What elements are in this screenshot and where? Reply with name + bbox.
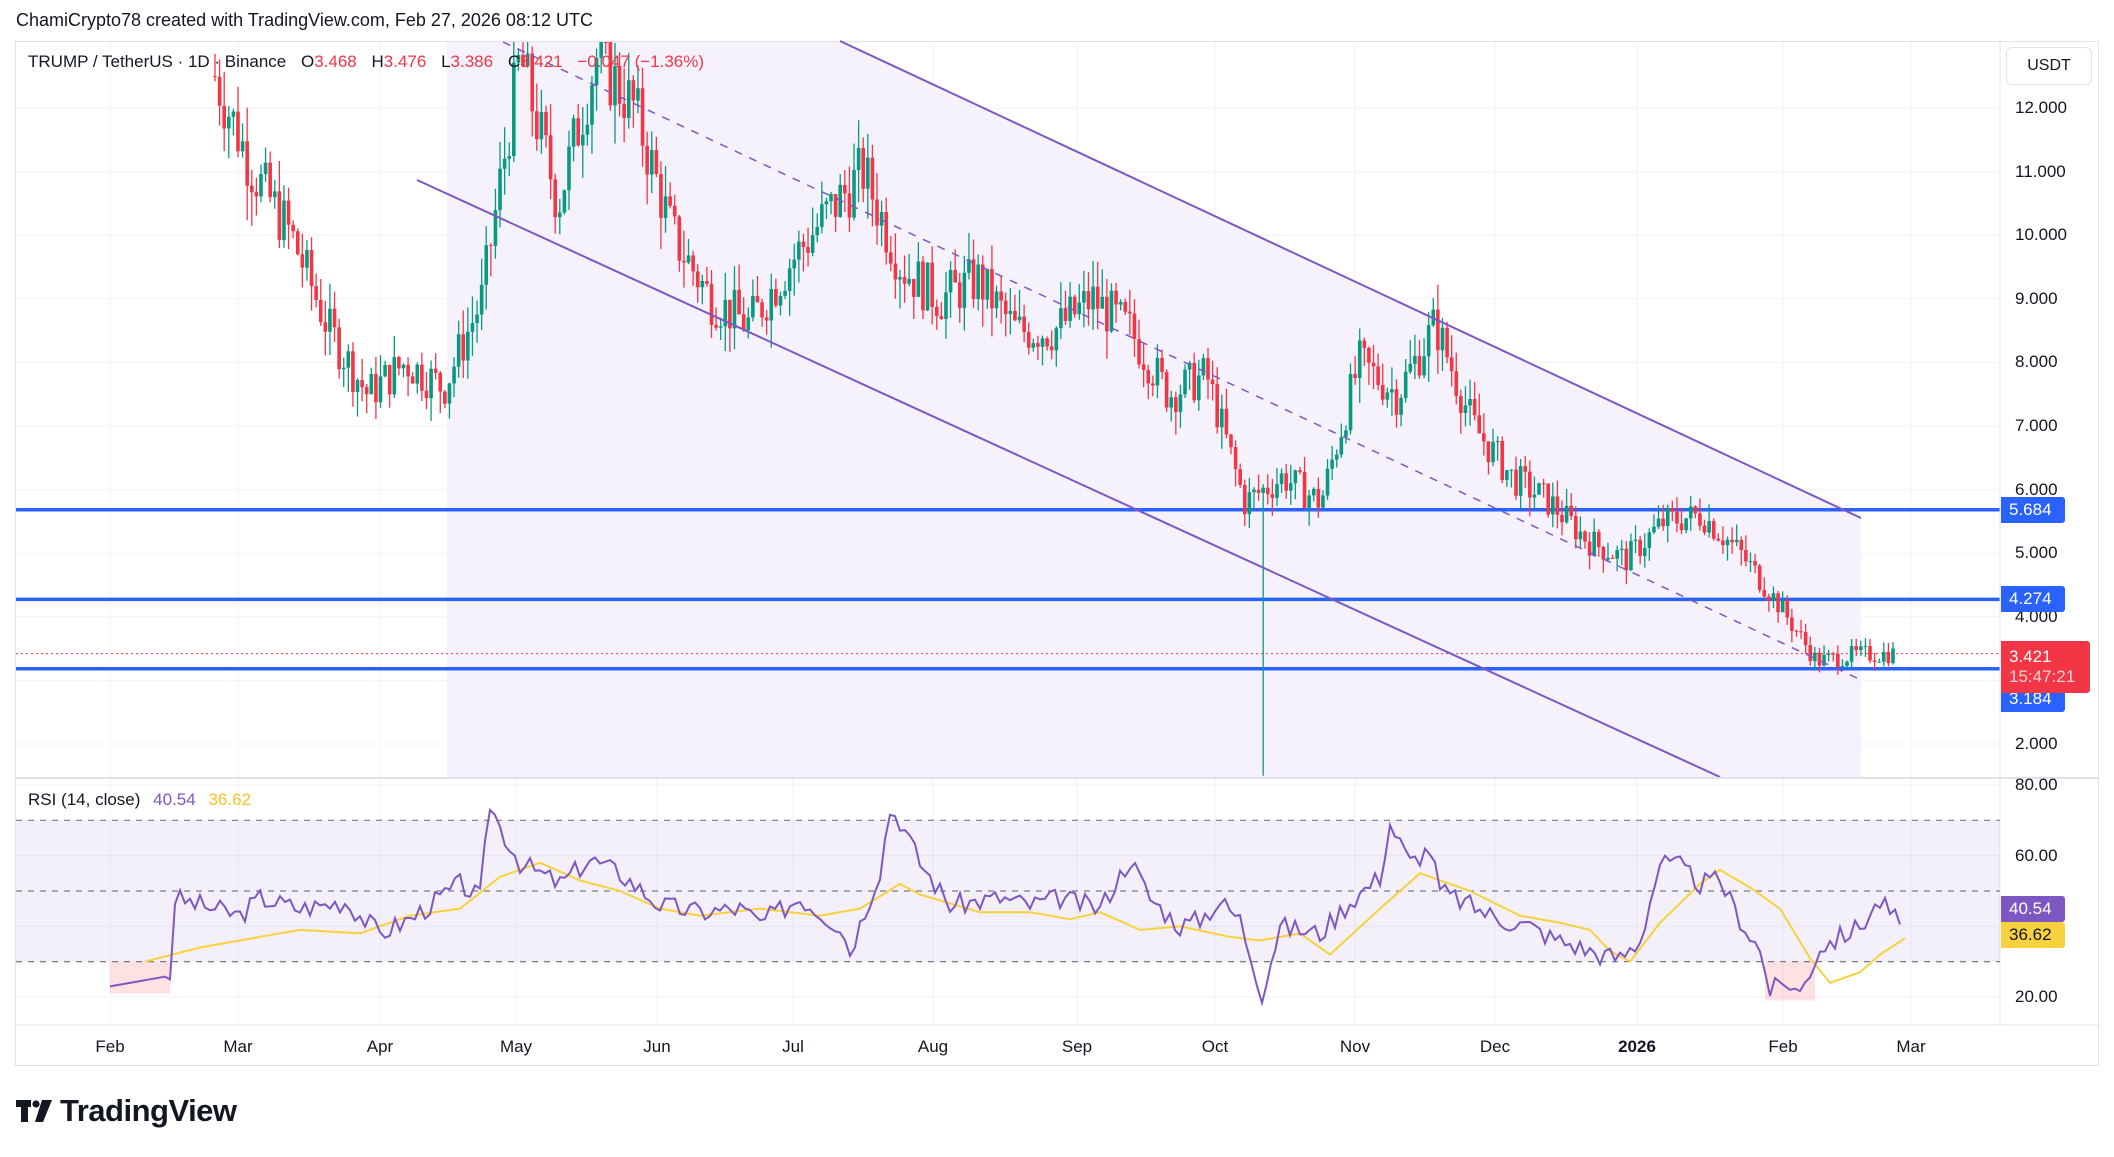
chart-frame <box>15 41 2099 1066</box>
candlesticks <box>213 42 1895 776</box>
price-tick: 7.000 <box>2015 416 2058 435</box>
level-price-tag: 5.684 <box>2001 496 2065 523</box>
time-tick: Jul <box>782 1037 804 1056</box>
tradingview-logo: TradingView <box>16 1093 237 1129</box>
channel-lower-line <box>416 179 1721 778</box>
last-price-tag: 3.421 15:47:21 <box>2001 640 2090 693</box>
time-tick: Apr <box>366 1037 394 1056</box>
rsi-ma-value: 36.62 <box>208 790 251 809</box>
rsi-tick: 60.00 <box>2015 845 2058 865</box>
rsi-tick: 80.00 <box>2015 775 2058 794</box>
time-tick: Oct <box>1201 1037 1229 1056</box>
price-tick: 2.000 <box>2015 734 2058 753</box>
high-value: 3.476 <box>383 52 427 71</box>
time-tick: Mar <box>223 1037 253 1056</box>
channel-middle-line <box>502 41 1862 681</box>
price-tick: 8.000 <box>2015 352 2058 372</box>
price-tick: 9.000 <box>2015 288 2058 308</box>
time-tick: Dec <box>1479 1037 1511 1056</box>
time-tick: Aug <box>917 1037 949 1056</box>
price-tick: 12.000 <box>2015 98 2067 117</box>
price-tick: 11.000 <box>2015 161 2066 181</box>
bar-countdown: 15:47:21 <box>2009 666 2076 686</box>
time-tick: Mar <box>1896 1037 1926 1056</box>
time-tick: May <box>499 1037 533 1056</box>
time-tick: Feb <box>95 1037 125 1056</box>
rsi-value-tag: 36.62 <box>2001 921 2065 948</box>
open-value: 3.468 <box>314 52 357 71</box>
time-tick: Feb <box>1768 1037 1798 1056</box>
rsi-label: RSI (14, close) <box>28 790 141 809</box>
tradingview-logo-icon <box>16 1100 52 1122</box>
price-tick: 6.000 <box>2015 479 2058 499</box>
symbol-legend[interactable]: TRUMP / TetherUS · 1D · Binance O3.468 H… <box>28 52 705 71</box>
rsi-value: 40.54 <box>153 790 196 809</box>
close-value: 3.421 <box>520 52 563 71</box>
symbol-name: TRUMP / TetherUS · 1D · Binance <box>28 52 287 71</box>
tradingview-logo-text: TradingView <box>60 1093 237 1128</box>
price-tick: 5.000 <box>2015 543 2058 563</box>
rsi-tick: 20.00 <box>2015 986 2058 1006</box>
currency-unit-button[interactable]: USDT <box>2006 47 2092 85</box>
channel-fill <box>447 42 1861 777</box>
time-tick: 2026 <box>1618 1037 1656 1056</box>
price-tick: 10.000 <box>2015 225 2067 245</box>
level-price-tag: 4.274 <box>2001 586 2065 613</box>
rsi-value-tag: 40.54 <box>2001 895 2065 922</box>
chart-credit: ChamiCrypto78 created with TradingView.c… <box>16 10 593 30</box>
time-tick: Sep <box>1061 1037 1093 1056</box>
rsi-pane <box>16 807 2000 1007</box>
change-value: −0.047 (−1.36%) <box>577 52 705 71</box>
low-value: 3.386 <box>450 52 494 71</box>
rsi-legend[interactable]: RSI (14, close) 40.54 36.62 <box>28 790 251 810</box>
time-tick: Jun <box>643 1037 671 1056</box>
time-tick: Nov <box>1339 1037 1371 1056</box>
channel-upper-line <box>839 40 1862 519</box>
